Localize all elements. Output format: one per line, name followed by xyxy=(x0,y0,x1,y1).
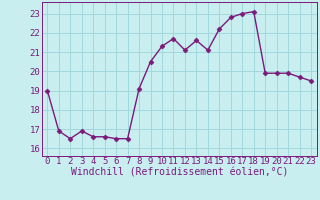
X-axis label: Windchill (Refroidissement éolien,°C): Windchill (Refroidissement éolien,°C) xyxy=(70,168,288,178)
